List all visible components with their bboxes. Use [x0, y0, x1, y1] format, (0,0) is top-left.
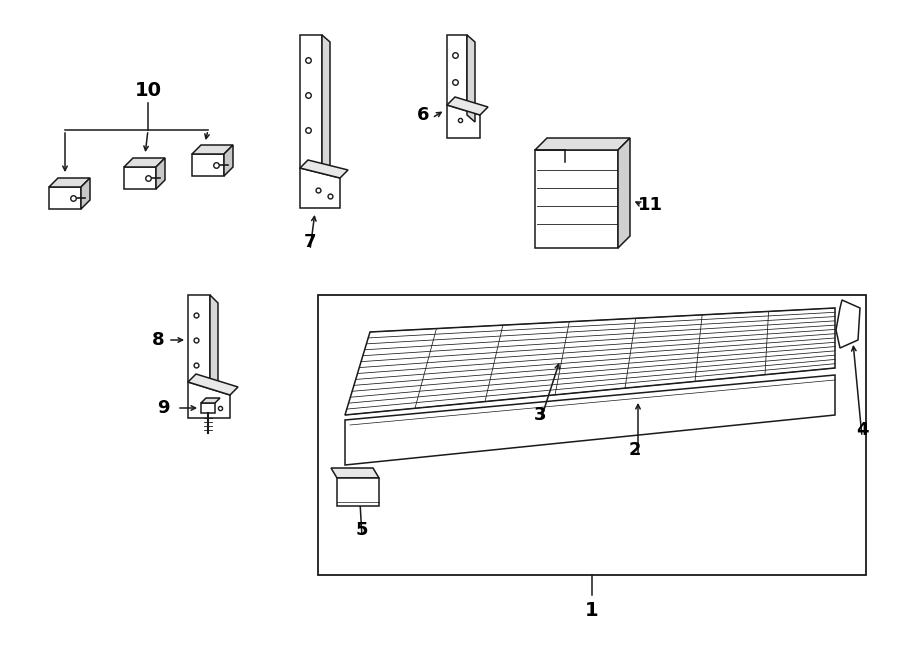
Polygon shape [345, 375, 835, 465]
Polygon shape [467, 35, 475, 122]
Polygon shape [331, 468, 379, 478]
Text: 10: 10 [134, 81, 161, 100]
Bar [201, 403, 215, 413]
Polygon shape [618, 138, 630, 248]
Polygon shape [124, 167, 156, 189]
Polygon shape [300, 35, 322, 168]
Polygon shape [192, 145, 233, 154]
Text: 7: 7 [304, 233, 316, 251]
Text: 6: 6 [417, 106, 429, 124]
Polygon shape [81, 178, 90, 209]
Polygon shape [300, 168, 340, 208]
Polygon shape [535, 150, 618, 248]
Polygon shape [337, 478, 379, 506]
Bar [318, 295, 866, 575]
Polygon shape [188, 295, 210, 382]
Polygon shape [300, 160, 348, 178]
Polygon shape [210, 295, 218, 390]
Polygon shape [124, 158, 165, 167]
Polygon shape [224, 145, 233, 176]
Polygon shape [201, 398, 220, 403]
Text: 8: 8 [152, 331, 165, 349]
Polygon shape [447, 35, 467, 105]
Polygon shape [49, 178, 90, 187]
Polygon shape [49, 187, 81, 209]
Polygon shape [192, 154, 224, 176]
Text: 5: 5 [356, 521, 368, 539]
Polygon shape [447, 97, 488, 115]
Text: 1: 1 [585, 600, 598, 619]
Polygon shape [836, 300, 860, 348]
Text: 9: 9 [157, 399, 169, 417]
Text: 2: 2 [629, 441, 641, 459]
Text: 3: 3 [534, 406, 546, 424]
Text: 4: 4 [856, 421, 868, 439]
Polygon shape [188, 374, 238, 395]
Polygon shape [535, 138, 630, 150]
Polygon shape [322, 35, 330, 175]
Polygon shape [345, 308, 835, 415]
Text: 11: 11 [637, 196, 662, 214]
Polygon shape [188, 382, 230, 418]
Polygon shape [447, 105, 480, 138]
Polygon shape [156, 158, 165, 189]
